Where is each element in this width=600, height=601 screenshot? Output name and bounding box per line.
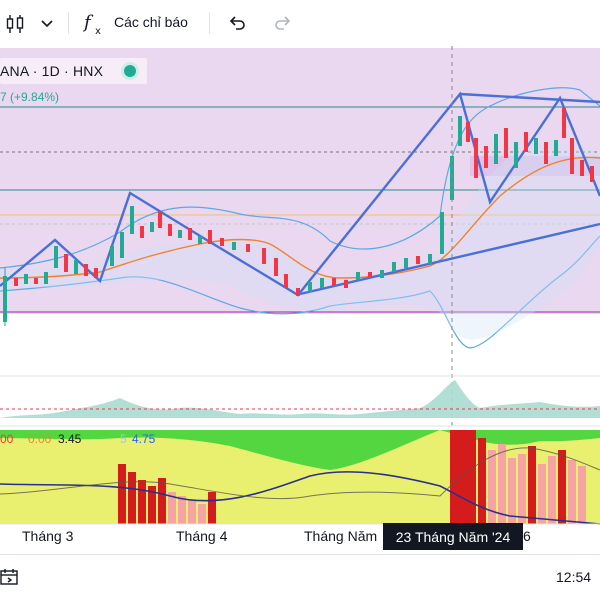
price-chart[interactable] [0,46,600,554]
indicator-value-5: 4.75 [132,432,156,446]
zone-background [0,48,600,314]
toolbar-divider [209,12,210,34]
date-range-icon[interactable] [0,567,20,587]
top-toolbar: f x Các chỉ báo [0,0,600,46]
signal-line [0,471,600,525]
fx-icon[interactable]: f x [82,11,108,37]
clock-time: 12:54 [556,569,592,585]
indicator-value-2: 0.00 [28,432,52,446]
indicator-value-3: 3.45 [58,432,82,446]
svg-text:f: f [82,12,94,33]
undo-icon[interactable] [226,13,248,35]
histogram-bars [118,430,586,524]
time-axis[interactable]: Tháng 3 Tháng 4 Tháng Năm 6 [0,520,600,550]
toolbar-divider [68,12,69,34]
bottom-bar: 12:54 [0,554,600,601]
chevron-down-icon[interactable] [38,15,56,33]
crosshair-date-label: 23 Tháng Năm '24 [383,523,523,550]
axis-label-month-6: 6 [523,528,531,544]
symbol-label: ANA · 1D · HNX [0,63,104,79]
candles-icon[interactable] [4,13,26,35]
indicator-value-4: 5 [120,432,127,446]
axis-label-month-4: Tháng 4 [176,528,228,544]
indicator-value-1: 00 [0,432,14,446]
indicator-values: 00 0.00 3.45 5 4.75 [0,432,155,446]
axis-label-month-5: Tháng Năm [304,528,378,544]
axis-label-month-3: Tháng 3 [22,528,74,544]
oscillator-area [0,380,600,418]
symbol-legend[interactable]: ANA · 1D · HNX [0,58,148,84]
indicators-button[interactable]: Các chỉ báo [114,14,188,30]
svg-text:x: x [95,26,101,37]
price-change: 7 (+9.84%) [0,90,60,104]
market-status-icon [121,62,140,80]
redo-icon[interactable] [272,13,294,35]
